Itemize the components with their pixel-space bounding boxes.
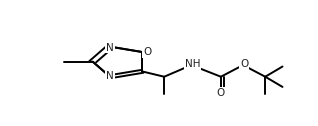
Text: N: N	[106, 71, 114, 81]
Text: O: O	[217, 88, 225, 98]
Text: NH: NH	[185, 59, 200, 69]
Text: O: O	[240, 59, 248, 69]
Text: N: N	[106, 43, 114, 53]
Text: O: O	[143, 47, 152, 57]
